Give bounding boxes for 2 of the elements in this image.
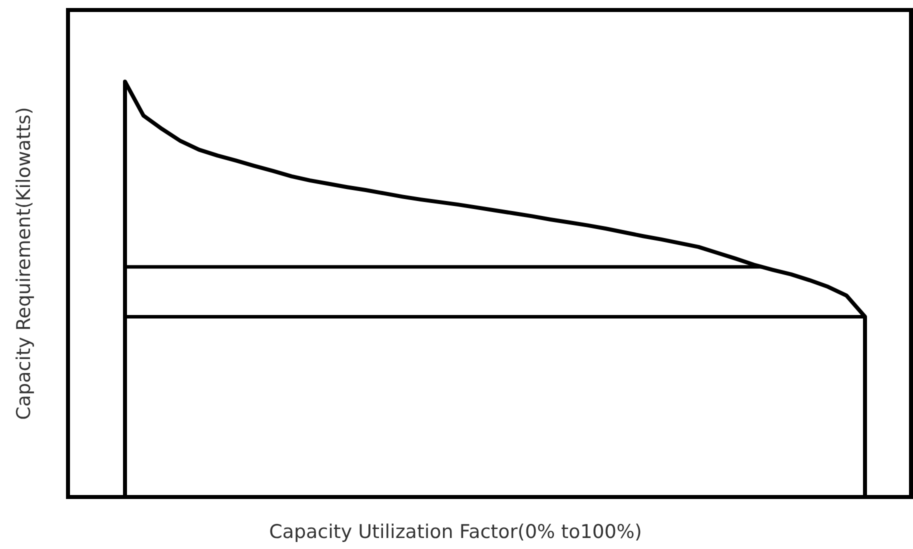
y-axis-title: Capacity Requirement(Kilowatts): [13, 107, 35, 420]
x-axis-title: Capacity Utilization Factor(0% to100%): [269, 521, 642, 543]
